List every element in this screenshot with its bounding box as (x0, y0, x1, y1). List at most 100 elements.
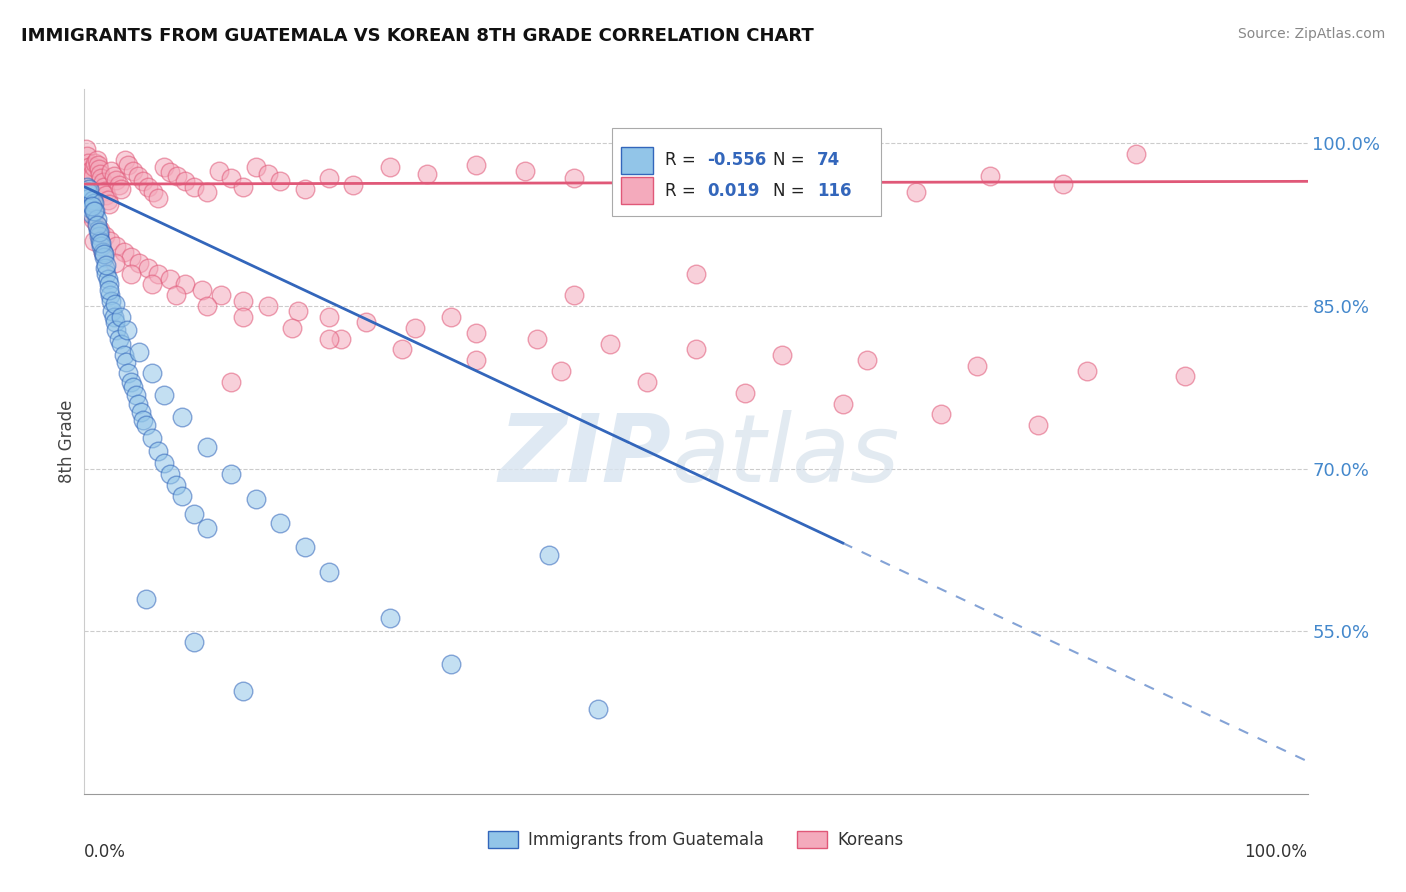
Point (142, 185, 165, 199)
Point (165, 478, 187, 492)
Point (76, 179, 98, 194)
Point (562, 171, 585, 186)
Point (110, 182, 132, 196)
Point (97, 283, 120, 297)
Point (96, 267, 118, 281)
Point (79, 163, 101, 178)
Point (232, 684, 254, 698)
Point (146, 191, 169, 205)
Point (110, 337, 132, 351)
Point (416, 167, 439, 181)
Point (80, 207, 103, 221)
Point (141, 431, 163, 445)
Point (89, 223, 111, 237)
Text: IMMIGRANTS FROM GUATEMALA VS KOREAN 8TH GRADE CORRELATION CHART: IMMIGRANTS FROM GUATEMALA VS KOREAN 8TH … (21, 27, 814, 45)
Point (115, 323, 138, 337)
Point (80, 199, 103, 213)
Point (87, 158, 110, 172)
Point (929, 408, 952, 422)
Point (183, 507, 205, 521)
Point (132, 413, 155, 427)
Point (440, 310, 463, 324)
Point (77, 161, 100, 175)
Legend: Immigrants from Guatemala, Koreans: Immigrants from Guatemala, Koreans (482, 824, 910, 856)
Point (110, 310, 132, 324)
Y-axis label: 8th Grade: 8th Grade (58, 400, 76, 483)
Point (538, 549, 561, 563)
Point (440, 657, 463, 671)
Point (91, 176, 114, 190)
Point (172, 489, 194, 503)
Point (173, 174, 195, 188)
Point (84, 203, 107, 218)
Point (146, 267, 169, 281)
Point (101, 304, 124, 318)
Point (464, 326, 486, 340)
Point (104, 297, 127, 311)
Point (86, 153, 108, 167)
Point (135, 418, 157, 433)
Point (97, 197, 120, 211)
Text: ZIP: ZIP (499, 409, 672, 501)
Point (269, 174, 291, 188)
Point (127, 169, 149, 183)
Point (165, 288, 187, 302)
Point (83, 203, 105, 218)
Point (191, 283, 214, 297)
Point (120, 375, 142, 389)
Point (132, 174, 155, 188)
Point (104, 255, 127, 269)
Point (86, 218, 108, 232)
Point (209, 288, 232, 302)
Point (107, 332, 129, 346)
Point (112, 348, 135, 362)
Point (82, 212, 104, 227)
Point (84, 156, 107, 170)
Point (90, 236, 112, 251)
Point (208, 163, 231, 178)
Point (599, 337, 621, 351)
Point (624, 179, 647, 194)
Text: 0.019: 0.019 (707, 182, 759, 200)
Point (93, 250, 115, 264)
Point (100, 293, 122, 308)
Text: atlas: atlas (672, 410, 900, 501)
Point (1028, 418, 1050, 433)
Point (105, 323, 128, 337)
Point (136, 179, 159, 194)
Point (94, 184, 117, 198)
Text: N =: N = (773, 152, 810, 169)
Point (195, 299, 218, 313)
Point (245, 161, 267, 175)
Point (93, 247, 115, 261)
Point (128, 255, 150, 269)
Point (87, 225, 110, 239)
Point (318, 332, 340, 346)
Point (89, 167, 111, 181)
Point (257, 167, 280, 181)
Point (342, 178, 364, 192)
Point (93, 179, 115, 194)
Point (172, 409, 194, 424)
Point (526, 332, 548, 346)
Point (103, 310, 125, 324)
Point (1174, 369, 1197, 384)
Point (195, 185, 218, 199)
Point (153, 161, 176, 175)
Point (856, 353, 879, 368)
Point (513, 163, 536, 178)
Point (391, 343, 413, 357)
Point (232, 310, 254, 324)
Point (1076, 364, 1098, 378)
Point (758, 171, 780, 186)
Point (83, 161, 105, 175)
Point (87, 223, 110, 237)
Point (685, 267, 707, 281)
Point (318, 565, 340, 579)
Point (318, 310, 340, 324)
Point (966, 359, 988, 373)
Point (129, 405, 152, 419)
Point (831, 396, 853, 410)
Point (464, 353, 486, 368)
Point (77, 156, 100, 170)
